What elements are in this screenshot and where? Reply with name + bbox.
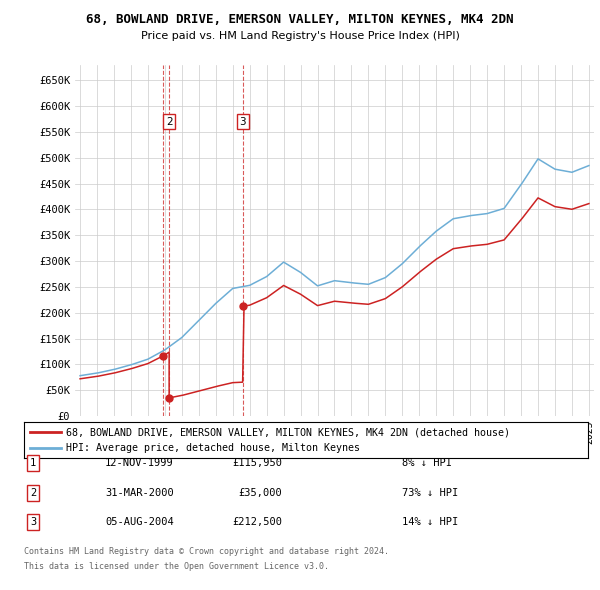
- Text: 8% ↓ HPI: 8% ↓ HPI: [402, 458, 452, 468]
- Text: 68, BOWLAND DRIVE, EMERSON VALLEY, MILTON KEYNES, MK4 2DN: 68, BOWLAND DRIVE, EMERSON VALLEY, MILTO…: [86, 13, 514, 26]
- Text: 2: 2: [30, 488, 36, 497]
- Text: 3: 3: [239, 117, 246, 127]
- Text: This data is licensed under the Open Government Licence v3.0.: This data is licensed under the Open Gov…: [24, 562, 329, 571]
- Text: £212,500: £212,500: [232, 517, 282, 527]
- Text: 12-NOV-1999: 12-NOV-1999: [105, 458, 174, 468]
- Text: 68, BOWLAND DRIVE, EMERSON VALLEY, MILTON KEYNES, MK4 2DN (detached house): 68, BOWLAND DRIVE, EMERSON VALLEY, MILTO…: [66, 427, 510, 437]
- Text: 2: 2: [166, 117, 172, 127]
- Text: Contains HM Land Registry data © Crown copyright and database right 2024.: Contains HM Land Registry data © Crown c…: [24, 548, 389, 556]
- Text: £35,000: £35,000: [238, 488, 282, 497]
- Text: 3: 3: [30, 517, 36, 527]
- Text: £115,950: £115,950: [232, 458, 282, 468]
- Text: Price paid vs. HM Land Registry's House Price Index (HPI): Price paid vs. HM Land Registry's House …: [140, 31, 460, 41]
- Text: 05-AUG-2004: 05-AUG-2004: [105, 517, 174, 527]
- Text: 14% ↓ HPI: 14% ↓ HPI: [402, 517, 458, 527]
- Text: 73% ↓ HPI: 73% ↓ HPI: [402, 488, 458, 497]
- Text: HPI: Average price, detached house, Milton Keynes: HPI: Average price, detached house, Milt…: [66, 443, 360, 453]
- Text: 31-MAR-2000: 31-MAR-2000: [105, 488, 174, 497]
- Text: 1: 1: [30, 458, 36, 468]
